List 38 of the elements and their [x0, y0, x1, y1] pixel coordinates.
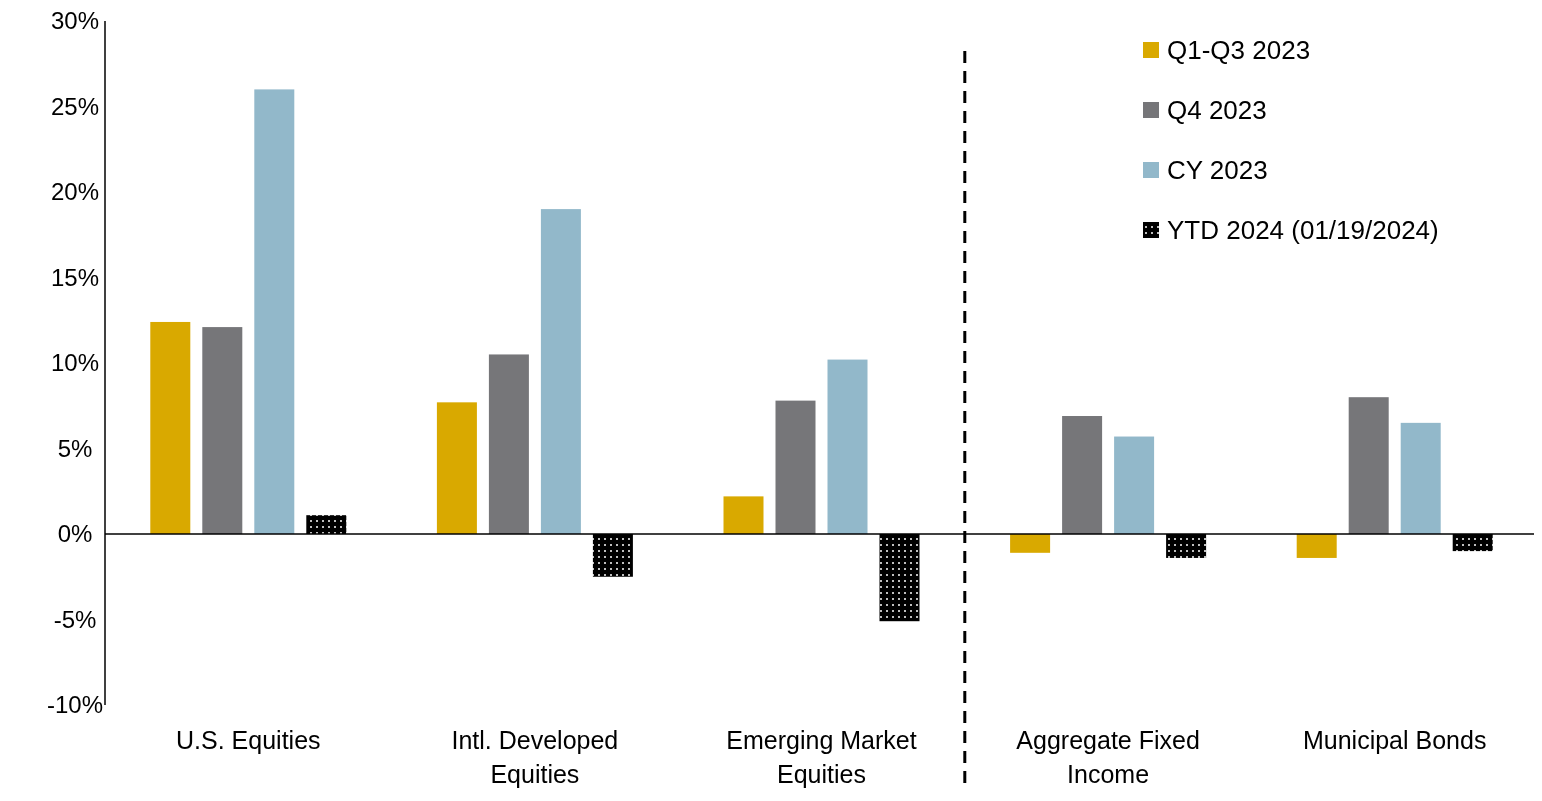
x-tick-label: Emerging Market Equities [726, 726, 917, 788]
bar [879, 534, 920, 622]
bar [1010, 534, 1051, 553]
y-tick-label: 15% [50, 263, 100, 291]
y-tick-label: -10% [46, 691, 104, 719]
bar [592, 534, 633, 577]
y-tick-label: 20% [50, 178, 100, 206]
bar [202, 327, 243, 534]
bar [436, 402, 477, 534]
bar [827, 359, 868, 534]
bar [306, 515, 347, 534]
legend-label: CY 2023 [1167, 155, 1268, 186]
bar [1296, 534, 1337, 558]
bar [150, 321, 191, 534]
bar [1062, 416, 1103, 534]
legend-label: Q1-Q3 2023 [1167, 35, 1311, 66]
bar [254, 89, 295, 534]
legend-label: YTD 2024 (01/19/2024) [1167, 215, 1439, 246]
y-tick-label: 10% [50, 349, 100, 377]
x-tick-label: Intl. Developed Equities [451, 726, 619, 788]
bar [1166, 534, 1207, 558]
x-tick-label: Aggregate Fixed Income [1016, 726, 1200, 788]
bar [488, 354, 529, 534]
y-tick-label: -5% [53, 605, 97, 633]
y-tick-label: 5% [57, 434, 93, 462]
legend-label: Q4 2023 [1167, 95, 1267, 126]
x-tick-label: Municipal Bonds [1302, 726, 1487, 754]
bar [540, 209, 581, 534]
bar [1400, 422, 1441, 534]
y-tick-label: 0% [57, 520, 93, 548]
bar [1114, 436, 1155, 534]
bar [1348, 397, 1389, 534]
bar [775, 400, 816, 534]
y-tick-label: 30% [50, 7, 100, 35]
bar [723, 496, 764, 534]
x-tick-label: U.S. Equities [176, 726, 321, 754]
bar [1452, 534, 1493, 552]
y-tick-label: 25% [50, 92, 100, 120]
